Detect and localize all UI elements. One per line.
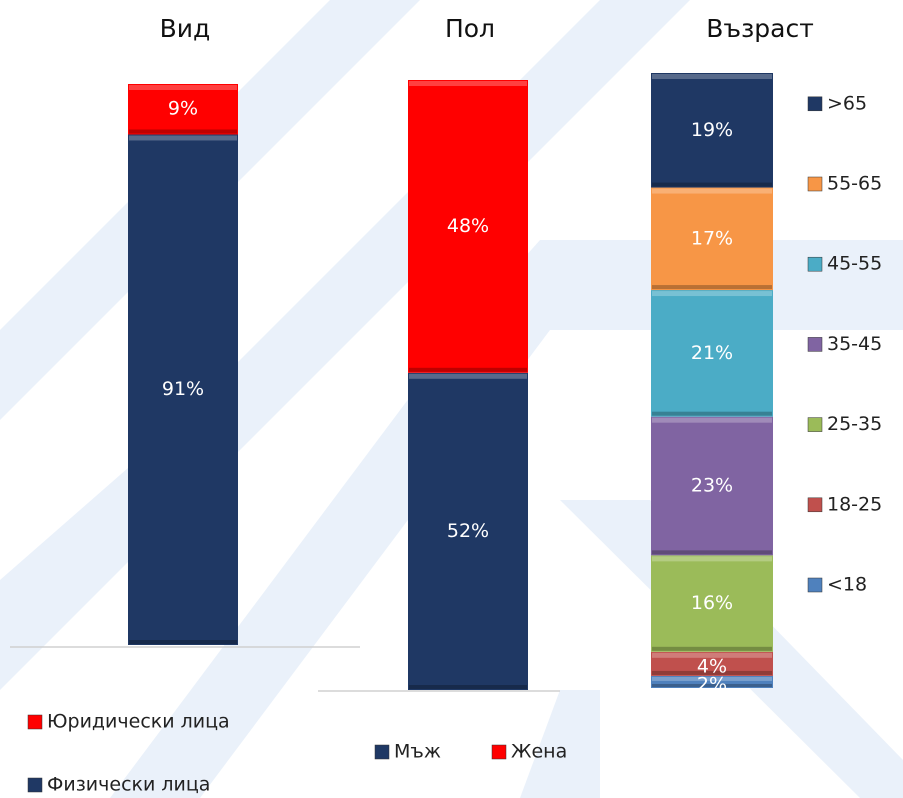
data-label: 4% <box>697 655 727 677</box>
bar-segment <box>128 84 238 135</box>
data-label: 21% <box>691 342 733 364</box>
chart-title: Вид <box>160 14 211 43</box>
data-label: 52% <box>447 520 489 542</box>
legend-label: Жена <box>511 741 567 763</box>
bar-segment <box>651 73 773 188</box>
legend-swatch <box>807 256 823 272</box>
bevel <box>129 135 237 141</box>
bar-segment <box>128 134 238 646</box>
bevel-shadow <box>129 129 237 134</box>
legend-label: Юридически лица <box>47 711 230 733</box>
legend-swatch <box>807 417 823 432</box>
bevel <box>652 291 772 297</box>
data-label: 48% <box>447 215 489 237</box>
legend-label: 25-35 <box>827 413 882 435</box>
legend-label: 35-45 <box>827 333 882 355</box>
bar-segment <box>408 372 528 690</box>
bar-segment <box>651 290 773 417</box>
bevel <box>652 188 772 194</box>
bevel <box>652 676 772 681</box>
legend-label: >65 <box>827 92 867 114</box>
bar-segment <box>651 651 773 676</box>
legend-label: 55-65 <box>827 173 882 195</box>
legend-swatch <box>491 744 507 760</box>
bevel-shadow <box>652 646 772 651</box>
bevel <box>652 74 772 79</box>
bevel-shadow <box>652 182 772 187</box>
bevel-shadow <box>652 550 772 555</box>
legend-label: 45-55 <box>827 253 882 275</box>
chart-title: Пол <box>445 14 495 43</box>
bevel-shadow <box>409 367 527 372</box>
bevel <box>129 85 237 90</box>
data-label: 23% <box>691 475 733 497</box>
legend-label: 18-25 <box>827 493 882 515</box>
data-label: 17% <box>691 227 733 249</box>
bevel-shadow <box>652 285 772 290</box>
chart-title: Възраст <box>706 14 814 43</box>
bevel <box>409 81 527 86</box>
legend-swatch <box>374 744 390 760</box>
bevel-shadow <box>409 685 527 689</box>
legend-swatch <box>27 777 43 793</box>
data-label: 9% <box>168 98 198 120</box>
bevel <box>409 373 527 379</box>
legend-swatch <box>807 176 823 192</box>
legend-label: <18 <box>827 574 867 596</box>
data-label: 16% <box>691 592 733 614</box>
bevel <box>652 556 772 562</box>
bar-segment <box>651 416 773 556</box>
bevel-shadow <box>129 640 237 644</box>
data-label: 2% <box>697 673 727 695</box>
legend-swatch <box>807 577 823 593</box>
legend-swatch <box>807 337 823 352</box>
bevel-shadow <box>652 670 772 675</box>
bevel-shadow <box>652 683 772 687</box>
legend-swatch <box>807 497 823 513</box>
bar-segment <box>651 555 773 652</box>
bevel-shadow <box>652 411 772 416</box>
legend-swatch <box>27 714 43 730</box>
bevel <box>652 417 772 423</box>
data-label: 91% <box>162 378 204 400</box>
legend-swatch <box>807 96 823 112</box>
bevel <box>652 652 772 658</box>
bar-segment <box>651 675 773 688</box>
data-label: 19% <box>691 119 733 141</box>
legend-label: Мъж <box>394 741 441 763</box>
legend-label: Физически лица <box>47 774 210 796</box>
bar-segment <box>651 187 773 291</box>
bar-segment <box>408 80 528 373</box>
